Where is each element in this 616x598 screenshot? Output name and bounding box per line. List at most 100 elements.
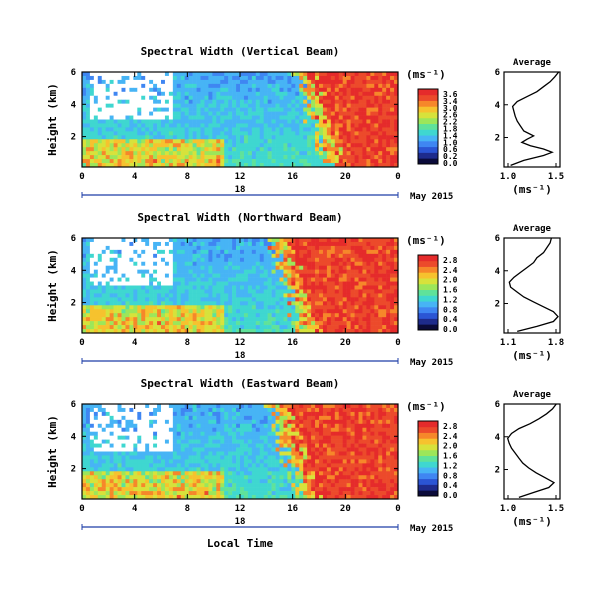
average-x-tick: 1.5 <box>548 172 564 182</box>
x-axis-label: Local Time <box>207 537 274 550</box>
colorbar-tick-label: 3.0 <box>443 104 458 113</box>
y-tick-label: 2 <box>71 465 76 475</box>
colorbar-tick-label: 1.6 <box>443 286 458 295</box>
average-y-tick: 6 <box>495 234 500 244</box>
colorbar-tick-label: 1.4 <box>443 131 458 140</box>
average-y-tick: 4 <box>495 433 501 443</box>
y-tick-label: 4 <box>71 100 77 110</box>
x-tick-label: 12 <box>235 504 246 514</box>
day-label: 18 <box>235 351 246 361</box>
colorbar-tick-label: 2.8 <box>443 422 458 431</box>
x-tick-label: 0 <box>395 504 400 514</box>
panel-3: Spectral Width (Eastward Beam) 6 4 2 Height … <box>46 377 564 534</box>
colorbar-tick-label: 1.0 <box>443 138 458 147</box>
average-title: Average <box>513 390 552 400</box>
colorbar-tick-label: 0.8 <box>443 471 458 480</box>
heatmap <box>82 72 399 168</box>
colorbar-tick-label: 0.0 <box>443 491 458 500</box>
average-profile-line <box>506 403 557 499</box>
x-tick-label: 16 <box>287 504 298 514</box>
average-x-unit: (ms⁻¹) <box>512 183 552 196</box>
colorbar-tick-label: 0.8 <box>443 305 458 314</box>
heatmap <box>82 404 399 500</box>
x-tick-label: 12 <box>235 338 246 348</box>
average-y-tick: 4 <box>495 101 501 111</box>
colorbar-unit: (ms⁻¹) <box>406 400 446 413</box>
x-tick-label: 8 <box>185 338 190 348</box>
day-label: 18 <box>235 185 246 195</box>
colorbar-tick-label: 0.2 <box>443 152 458 161</box>
colorbar-tick-label: 2.0 <box>443 442 458 451</box>
average-x-tick: 1.0 <box>500 504 516 514</box>
colorbar-tick-label: 2.0 <box>443 276 458 285</box>
average-x-tick: 1.5 <box>548 504 564 514</box>
average-frame <box>503 403 561 500</box>
colorbar-tick-label: 1.6 <box>443 452 458 461</box>
colorbar-tick-label: 0.0 <box>443 159 458 168</box>
average-x-tick: 1.0 <box>500 172 516 182</box>
x-tick-label: 0 <box>79 338 84 348</box>
average-x-tick: 1.8 <box>548 338 564 348</box>
x-tick-label: 4 <box>132 504 138 514</box>
y-tick-label: 4 <box>71 266 77 276</box>
x-tick-label: 8 <box>185 504 190 514</box>
y-tick-label: 6 <box>71 400 76 410</box>
x-tick-label: 16 <box>287 172 298 182</box>
average-x-unit: (ms⁻¹) <box>512 515 552 528</box>
average-title: Average <box>513 58 552 68</box>
colorbar-tick-label: 0.4 <box>443 481 458 490</box>
x-tick-label: 0 <box>79 504 84 514</box>
average-y-tick: 2 <box>495 300 500 310</box>
y-axis-label: Height (km) <box>46 249 59 322</box>
y-tick-label: 2 <box>71 299 76 309</box>
colorbar-tick-label: 0.6 <box>443 145 458 154</box>
y-tick-label: 6 <box>71 68 76 78</box>
x-tick-label: 8 <box>185 172 190 182</box>
colorbar-unit: (ms⁻¹) <box>406 234 446 247</box>
colorbar <box>418 255 438 331</box>
y-tick-label: 6 <box>71 234 76 244</box>
x-tick-label: 12 <box>235 172 246 182</box>
average-y-tick: 2 <box>495 134 500 144</box>
colorbar-tick-label: 1.8 <box>443 125 458 134</box>
x-tick-label: 0 <box>395 338 400 348</box>
colorbar-tick-label: 3.6 <box>443 90 458 99</box>
colorbar-tick-label: 1.2 <box>443 295 458 304</box>
panel-title: Spectral Width (Northward Beam) <box>137 211 342 224</box>
x-tick-label: 0 <box>395 172 400 182</box>
x-tick-label: 20 <box>340 338 351 348</box>
colorbar-tick-label: 2.2 <box>443 118 458 127</box>
average-y-tick: 4 <box>495 267 501 277</box>
x-tick-label: 20 <box>340 172 351 182</box>
colorbar-tick-label: 2.4 <box>443 432 458 441</box>
x-tick-label: 16 <box>287 338 298 348</box>
panel-title: Spectral Width (Eastward Beam) <box>141 377 340 390</box>
average-profile-line <box>510 71 560 167</box>
colorbar-tick-label: 2.6 <box>443 111 458 120</box>
colorbar-tick-label: 3.4 <box>443 97 458 106</box>
panel-title: Spectral Width (Vertical Beam) <box>141 45 340 58</box>
panel-2: Spectral Width (Northward Beam) 6 4 2 Height… <box>46 211 564 368</box>
colorbar-tick-label: 2.8 <box>443 256 458 265</box>
date-label: May 2015 <box>410 192 453 202</box>
average-frame <box>503 237 561 334</box>
average-x-tick: 1.1 <box>500 338 516 348</box>
average-title: Average <box>513 224 552 234</box>
day-label: 18 <box>235 517 246 527</box>
colorbar <box>418 421 438 497</box>
colorbar-unit: (ms⁻¹) <box>406 68 446 81</box>
x-tick-label: 20 <box>340 504 351 514</box>
y-axis-label: Height (km) <box>46 83 59 156</box>
heatmap <box>82 238 399 334</box>
y-tick-label: 2 <box>71 133 76 143</box>
average-y-tick: 6 <box>495 400 500 410</box>
average-y-tick: 6 <box>495 68 500 78</box>
y-axis-label: Height (km) <box>46 415 59 488</box>
date-label: May 2015 <box>410 524 453 534</box>
colorbar-tick-label: 0.4 <box>443 315 458 324</box>
y-tick-label: 4 <box>71 432 77 442</box>
average-profile-line <box>508 237 559 333</box>
colorbar-tick-label: 1.2 <box>443 461 458 470</box>
panel-1: Spectral Width (Vertical Beam) 6 4 2 Height … <box>46 45 564 202</box>
